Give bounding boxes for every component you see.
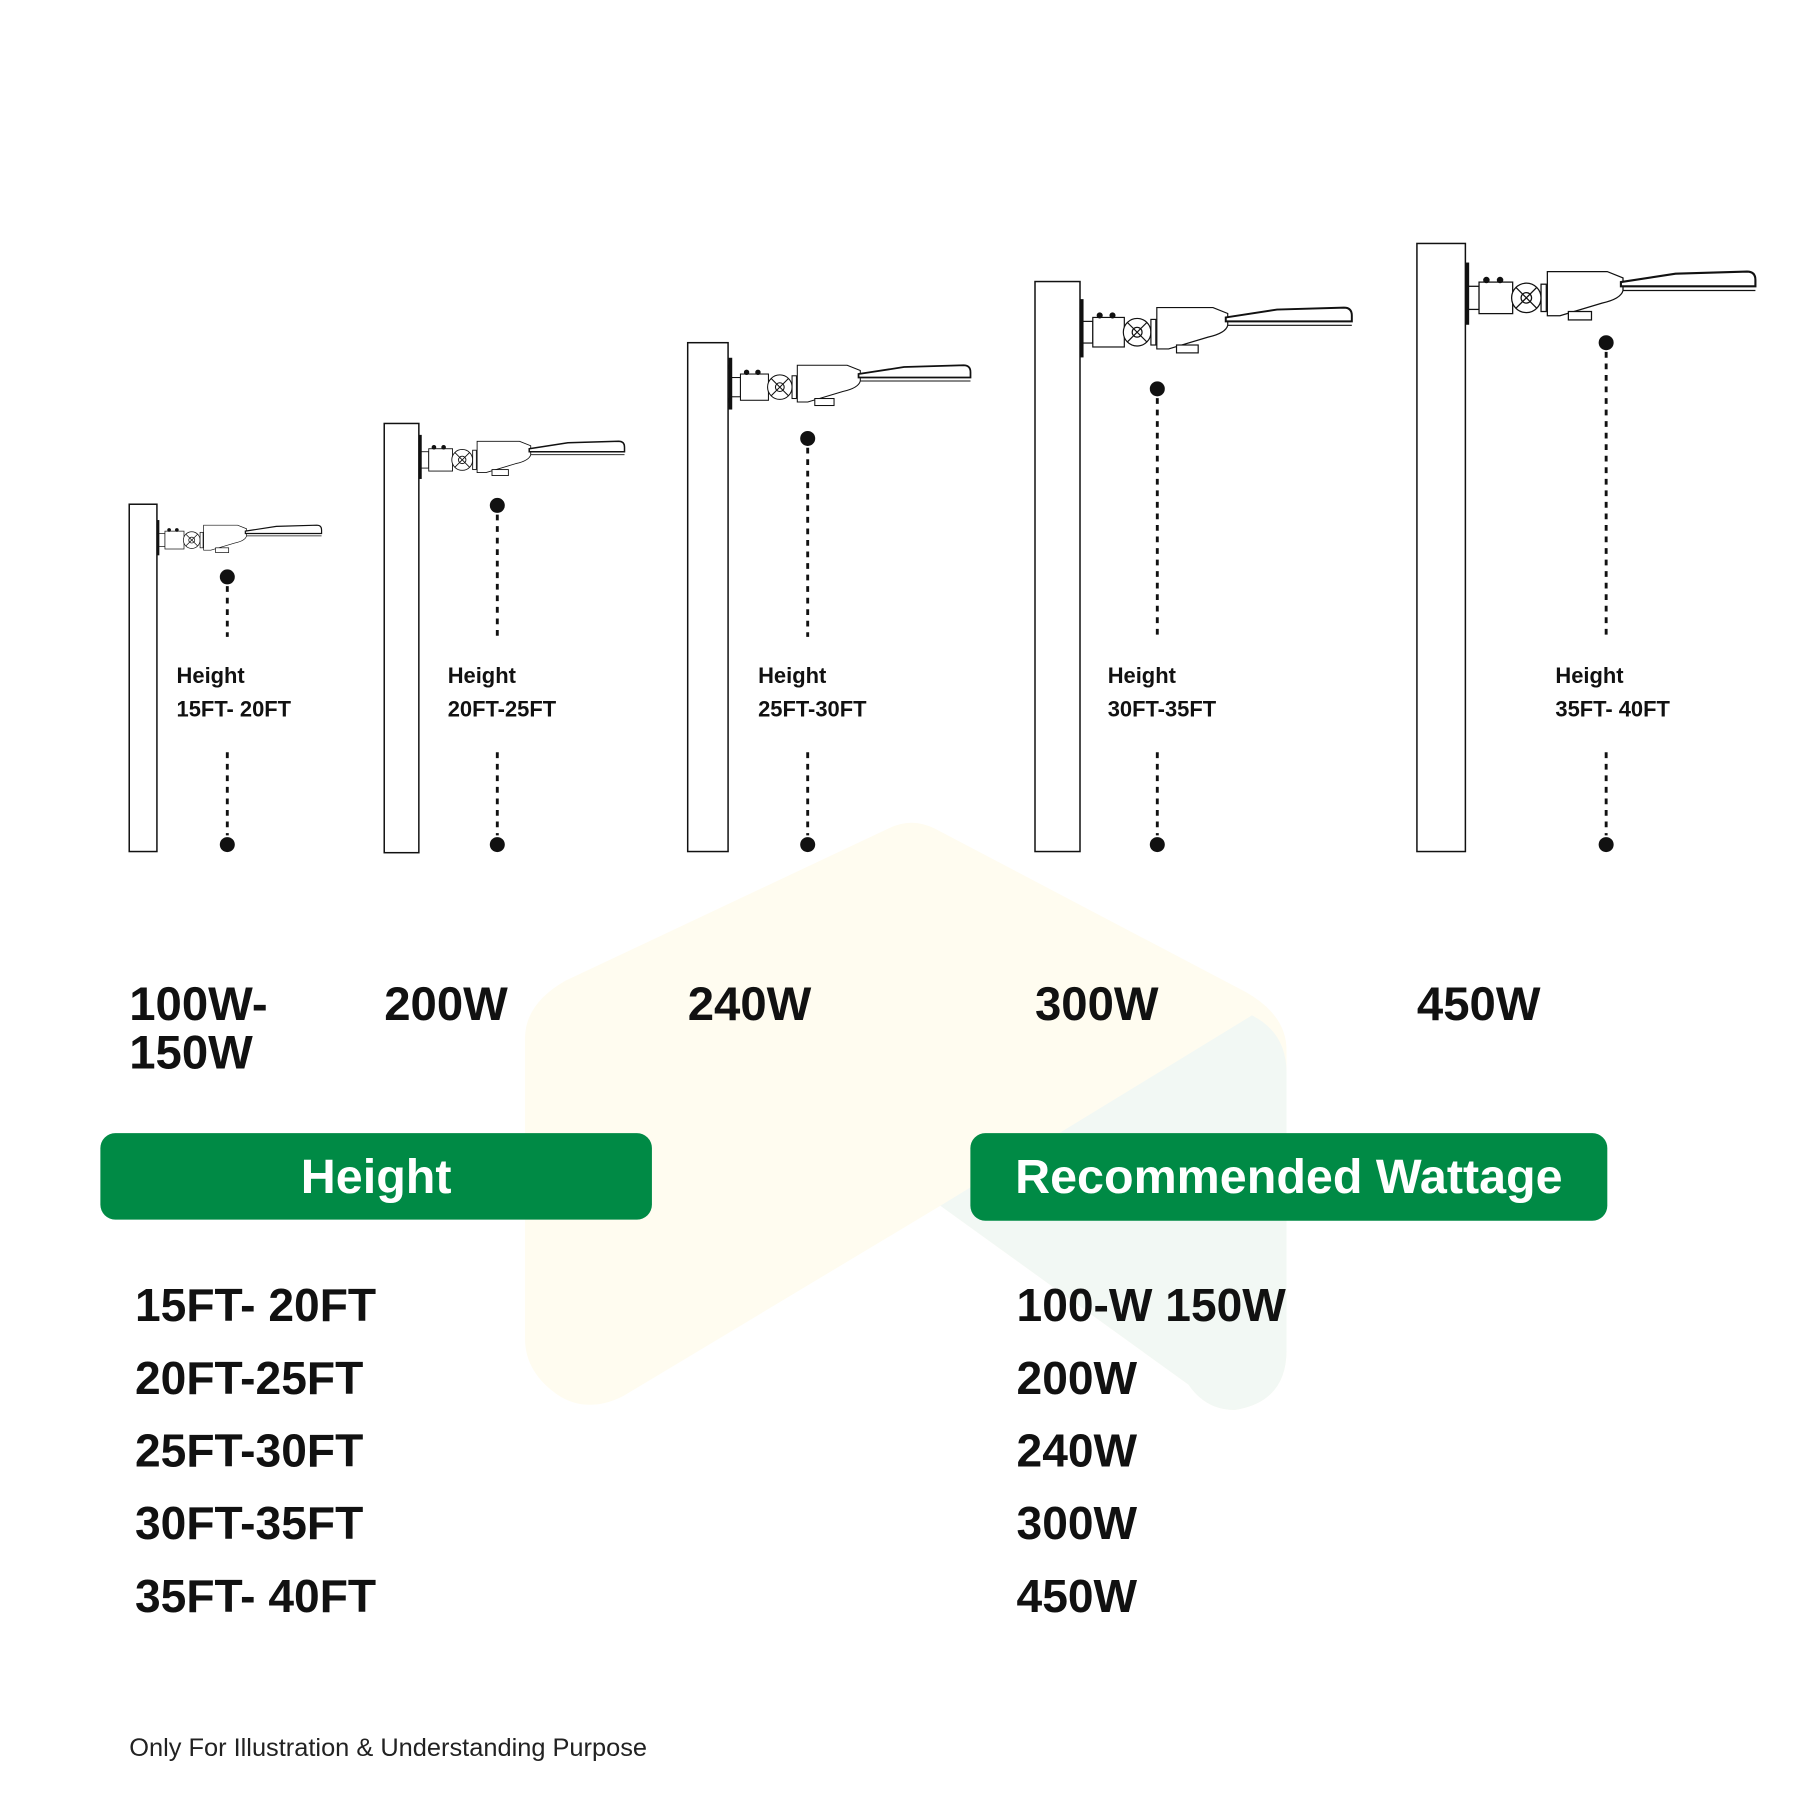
pole-1-height-label: Height 15FT- 20FT [177,660,292,727]
wattage-list: 100-W 150W 200W 240W 300W 450W [1017,1270,1286,1633]
height-list: 15FT- 20FT 20FT-25FT 25FT-30FT 30FT-35FT… [135,1270,376,1633]
height-caption: Height [1555,664,1624,689]
list-item: 240W [1016,1426,1138,1477]
pole-1-wattage: 100W- 150W [129,977,268,1079]
list-item: 200W [1016,1353,1138,1405]
list-item: 20FT-25FT [134,1353,364,1405]
light-fixture-icon [156,519,323,556]
pole-2-wattage: 200W [384,977,508,1031]
list-item: 25FT-30FT [134,1426,364,1477]
pole-3 [686,341,972,853]
height-caption: Height [758,664,827,689]
pole-5 [1416,242,1757,853]
pole-3-wattage: 240W [687,977,812,1031]
light-fixture-icon [1079,298,1353,358]
pole-4-height-label: Height 30FT-35FT [1108,660,1216,727]
pole-4 [1034,280,1353,853]
light-fixture-icon [418,434,626,480]
height-caption: Height [447,664,516,689]
pole-2-height-label: Height 20FT-25FT [448,660,556,727]
height-range: 20FT-25FT [447,698,557,723]
list-item: 30FT-35FT [134,1498,364,1550]
disclaimer-footer: Only For Illustration & Understanding Pu… [129,1733,648,1762]
list-item: 15FT- 20FT [134,1280,377,1332]
list-item: 35FT- 40FT [134,1571,377,1623]
height-range: 25FT-30FT [758,698,867,723]
height-header: Height [100,1133,652,1220]
light-fixture-icon [728,357,972,410]
light-fixture-icon [1465,262,1757,326]
pole-4-wattage: 300W [1034,977,1159,1031]
height-caption: Height [1107,664,1176,689]
pole-5-height-label: Height 35FT- 40FT [1555,660,1670,727]
list-item: 450W [1016,1571,1138,1623]
height-range: 35FT- 40FT [1555,698,1670,723]
height-range: 15FT- 20FT [176,698,292,723]
pole-1 [128,503,323,853]
recommended-wattage-header: Recommended Wattage [970,1133,1608,1221]
height-caption: Height [176,664,245,689]
pole-2 [383,422,626,854]
pole-5-wattage: 450W [1416,977,1541,1031]
list-item: 300W [1016,1498,1138,1550]
pole-3-height-label: Height 25FT-30FT [758,660,866,727]
list-item: 100-W 150W [1016,1280,1286,1332]
height-range: 30FT-35FT [1107,698,1217,723]
